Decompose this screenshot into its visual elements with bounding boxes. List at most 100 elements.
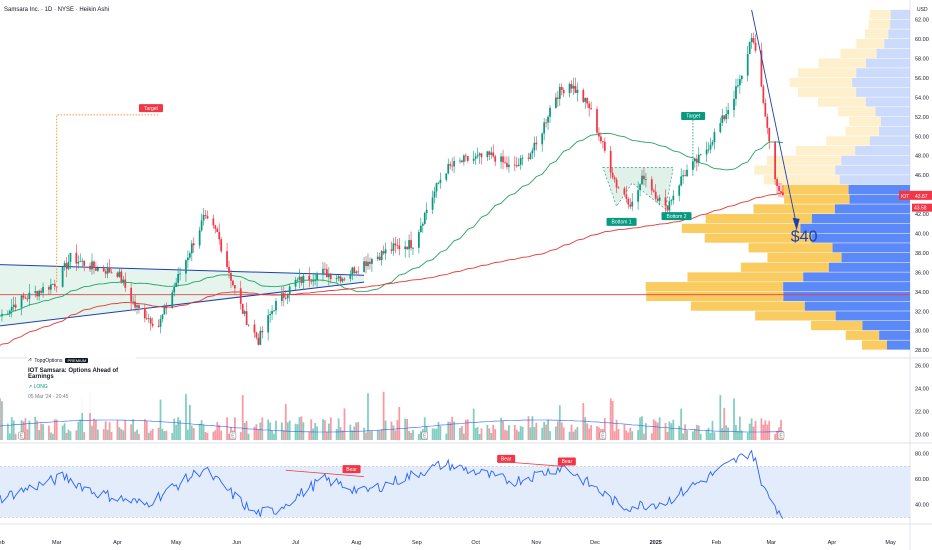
candle-body — [188, 253, 191, 258]
profile-bar-down — [848, 184, 910, 195]
volume-bar — [61, 425, 64, 440]
volume-bar — [762, 424, 765, 440]
candle-body — [149, 318, 152, 324]
volume-bar — [735, 424, 737, 440]
candle-body — [490, 152, 493, 155]
candle-body — [778, 186, 780, 192]
volume-bar — [159, 399, 162, 440]
candle-body — [171, 292, 174, 309]
earnings-marker — [599, 431, 607, 440]
candle-body — [637, 190, 639, 202]
profile-bar-down — [886, 340, 910, 350]
candle-body — [206, 215, 209, 219]
candle-body — [36, 291, 39, 297]
candle-body — [590, 108, 593, 110]
volume-bar — [435, 428, 438, 440]
volume-tick-label: 22.00 — [915, 409, 929, 415]
volume-bar — [466, 419, 469, 440]
candle-body — [357, 271, 360, 273]
candle-body — [20, 295, 23, 308]
candle-body — [529, 153, 532, 159]
idea-title[interactable]: IOT Samsara: Options Ahead of Earnings — [28, 368, 119, 380]
bear-label-1-box — [342, 465, 361, 474]
volume-bar — [445, 433, 448, 440]
candle-body — [280, 293, 283, 302]
candle-body — [723, 115, 726, 120]
volume-bar — [447, 421, 450, 440]
candle-body — [75, 252, 78, 264]
volume-bar — [541, 427, 544, 440]
volume-bar — [603, 418, 606, 440]
candle-body — [435, 183, 438, 192]
profile-bar-up — [646, 291, 784, 302]
candle-body — [396, 245, 399, 247]
candle-body — [159, 319, 162, 327]
profile-bar-up — [763, 175, 840, 185]
volume-bar — [339, 427, 342, 440]
time-tick-label: Dec — [590, 540, 600, 546]
volume-bar — [449, 421, 452, 440]
candle-body — [247, 324, 250, 326]
profile-bar-up — [849, 116, 881, 127]
candle-body — [28, 292, 31, 299]
volume-bar — [325, 431, 328, 440]
volume-bar — [10, 417, 13, 440]
volume-bar — [247, 433, 250, 440]
volume-bar — [766, 424, 769, 440]
volume-bar — [750, 418, 753, 440]
volume-bar — [171, 432, 174, 440]
profile-bar-down — [856, 87, 910, 97]
candle-body — [672, 195, 675, 201]
volume-bar — [8, 433, 11, 440]
volume-tick-label: 26.00 — [915, 364, 929, 370]
volume-bar — [686, 430, 688, 440]
candle-body — [147, 318, 150, 320]
candle-body — [449, 164, 452, 166]
candle-body — [705, 149, 708, 155]
candle-body — [531, 150, 534, 154]
candle-body — [733, 98, 735, 111]
candle-body — [124, 279, 127, 288]
volume-bar — [664, 423, 667, 440]
volume-bar — [692, 431, 694, 440]
profile-bar-down — [865, 97, 910, 107]
candle-body — [269, 313, 271, 316]
candle-body — [69, 252, 72, 262]
candle-body — [51, 284, 54, 285]
candle-body — [177, 273, 180, 283]
candle-body — [464, 155, 467, 157]
volume-bar — [89, 392, 91, 440]
candle-body — [609, 150, 612, 173]
idea-author[interactable]: TopgOptions — [34, 357, 63, 364]
candle-body — [684, 175, 686, 177]
candle-body — [735, 86, 737, 99]
candle-body — [108, 267, 111, 273]
profile-bar-up — [690, 301, 805, 311]
profile-bar-up — [645, 282, 784, 292]
volume-bar — [298, 417, 301, 440]
idea-card[interactable]: ⩘ TopgOptions PREMIUM IOT Samsara: Optio… — [28, 357, 136, 413]
profile-bar-up — [797, 87, 857, 97]
candle-body — [151, 323, 154, 326]
volume-bar — [185, 394, 187, 440]
profile-bar-up — [687, 272, 804, 282]
volume-bar — [582, 403, 585, 440]
candle-body — [122, 279, 125, 283]
volume-bar — [212, 431, 215, 440]
volume-bar — [42, 424, 44, 440]
volume-bar — [187, 429, 189, 440]
volume-bar — [533, 427, 536, 440]
rsi-band — [0, 466, 910, 518]
profile-bar-up — [817, 97, 866, 107]
target-label-left: Target — [144, 106, 159, 112]
profile-bar-down — [841, 155, 910, 165]
triangle-pattern — [0, 264, 365, 326]
price-tick-label: 58.00 — [915, 56, 929, 62]
volume-bar — [206, 433, 209, 440]
volume-bar — [367, 393, 369, 440]
candle-body — [764, 103, 767, 117]
candle-body — [286, 294, 289, 299]
volume-bar — [6, 423, 9, 440]
volume-profile — [645, 9, 910, 350]
